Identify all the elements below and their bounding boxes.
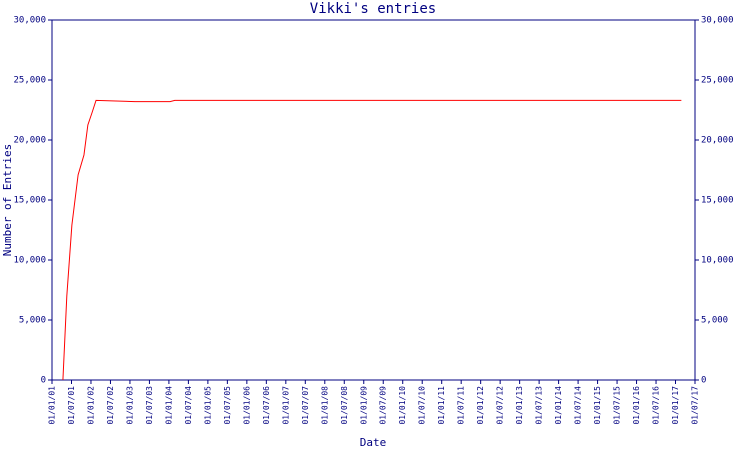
x-tick-label: 01/01/15	[593, 386, 602, 425]
x-axis-label: Date	[360, 436, 387, 449]
x-tick-label: 01/07/06	[262, 386, 271, 425]
x-tick-label: 01/01/03	[125, 386, 134, 425]
y2-tick-label: 0	[701, 376, 706, 386]
y2-tick-label: 25,000	[701, 76, 734, 86]
y-tick-label: 0	[41, 376, 46, 386]
x-tick-label: 01/07/16	[652, 386, 661, 425]
x-tick-label: 01/01/12	[476, 386, 485, 425]
x-tick-label: 01/07/15	[613, 386, 622, 425]
y-tick-label: 5,000	[19, 316, 46, 326]
x-tick-label: 01/07/13	[535, 386, 544, 425]
x-tick-label: 01/07/07	[301, 386, 310, 425]
chart-title: Vikki's entries	[310, 1, 436, 17]
x-tick-label: 01/07/08	[340, 386, 349, 425]
y-tick-label: 15,000	[13, 196, 46, 206]
x-tick-label: 01/07/02	[106, 386, 115, 425]
x-tick-label: 01/07/03	[145, 386, 154, 425]
x-tick-label: 01/01/14	[554, 386, 563, 425]
x-tick-label: 01/07/17	[691, 386, 700, 425]
x-tick-label: 01/07/01	[67, 386, 76, 425]
y2-tick-label: 15,000	[701, 196, 734, 206]
y-tick-label: 30,000	[13, 16, 46, 26]
y-tick-label: 25,000	[13, 76, 46, 86]
y-axis-label: Number of Entries	[1, 144, 14, 257]
x-tick-label: 01/01/17	[671, 386, 680, 425]
x-tick-label: 01/01/13	[515, 386, 524, 425]
x-tick-label: 01/07/14	[574, 386, 583, 425]
y-tick-label: 20,000	[13, 136, 46, 146]
x-tick-label: 01/01/06	[242, 386, 251, 425]
x-tick-label: 01/07/10	[418, 386, 427, 425]
x-tick-label: 01/01/11	[437, 386, 446, 425]
y2-tick-label: 30,000	[701, 16, 734, 26]
x-tick-label: 01/07/05	[223, 386, 232, 425]
x-tick-label: 01/01/02	[86, 386, 95, 425]
x-tick-label: 01/07/09	[379, 386, 388, 425]
x-tick-label: 01/07/11	[457, 386, 466, 425]
y-tick-label: 10,000	[13, 256, 46, 266]
x-tick-label: 01/01/09	[359, 386, 368, 425]
x-tick-label: 01/07/04	[184, 386, 193, 425]
x-tick-label: 01/07/12	[496, 386, 505, 425]
x-tick-label: 01/01/07	[281, 386, 290, 425]
y2-tick-label: 20,000	[701, 136, 734, 146]
x-tick-label: 01/01/04	[164, 386, 173, 425]
y2-tick-label: 10,000	[701, 256, 734, 266]
x-tick-label: 01/01/16	[632, 386, 641, 425]
plot-frame	[51, 19, 696, 381]
x-tick-label: 01/01/01	[48, 386, 57, 425]
x-tick-label: 01/01/05	[203, 386, 212, 425]
x-tick-label: 01/01/10	[398, 386, 407, 425]
data-line	[62, 99, 682, 381]
y2-tick-label: 5,000	[701, 316, 728, 326]
x-tick-label: 01/01/08	[320, 386, 329, 425]
